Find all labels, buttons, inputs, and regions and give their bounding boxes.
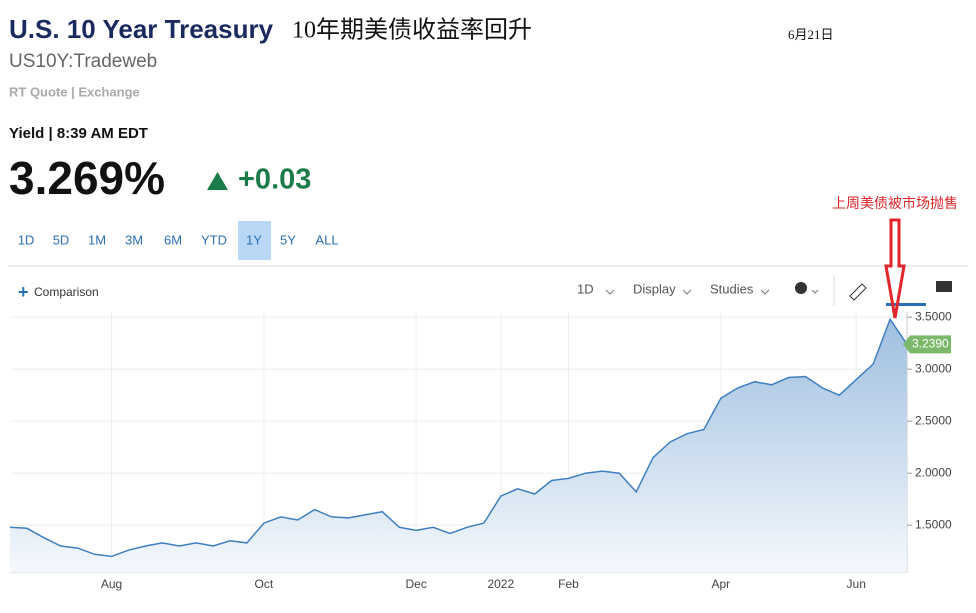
- comment-icon[interactable]: [936, 281, 952, 292]
- x-tick-label: Aug: [101, 577, 122, 591]
- range-button[interactable]: 5D: [53, 232, 70, 247]
- date: 6月21日: [788, 27, 834, 42]
- quote-time: Yield | 8:39 AM EDT: [9, 125, 148, 142]
- y-tick-label: 2.0000: [915, 465, 952, 479]
- chart: 1.5000 2.0000 2.5000 3.0000 3.5000 Aug Oct Dec 2…: [9, 309, 952, 591]
- display[interactable]: Display: [633, 281, 676, 296]
- comparison[interactable]: Comparison: [34, 285, 99, 299]
- range-button[interactable]: 5Y: [280, 232, 296, 247]
- source: RT Quote | Exchange: [9, 84, 140, 99]
- annotation-arrow: [884, 218, 906, 319]
- x-tick-label: Feb: [558, 577, 579, 591]
- range-button[interactable]: 1M: [88, 232, 106, 247]
- plus-icon: +: [18, 282, 29, 302]
- range-button[interactable]: 1D: [18, 232, 35, 247]
- price-tag: [903, 335, 951, 354]
- settings-icon[interactable]: [795, 282, 807, 294]
- line: [9, 317, 908, 558]
- x-tick-label: Oct: [255, 577, 274, 591]
- annotation: 上周美债被市场抛售: [832, 195, 958, 212]
- x-tick-label: Apr: [711, 577, 730, 591]
- x-tick-label: Jun: [847, 577, 866, 591]
- y-tick-label: 3.0000: [915, 361, 952, 375]
- up-arrow: [207, 172, 228, 190]
- y-tick-label: 1.5000: [915, 517, 952, 531]
- price-tag-label: 3.2390: [912, 337, 949, 351]
- y-tick-label: 2.5000: [915, 413, 952, 427]
- range-button[interactable]: 3M: [125, 232, 143, 247]
- headline: 10年期美债收益率回升: [292, 17, 532, 44]
- x-tick-label: Dec: [406, 577, 427, 591]
- change: +0.03: [238, 164, 311, 196]
- studies[interactable]: Studies: [710, 281, 754, 296]
- active-tool: [886, 303, 926, 306]
- chevrons: [605, 289, 819, 295]
- y-tick-label: 3.5000: [915, 309, 952, 323]
- range-button[interactable]: ALL: [315, 232, 338, 247]
- draw-icon[interactable]: [849, 283, 867, 301]
- title: U.S. 10 Year Treasury: [9, 14, 274, 44]
- range-button[interactable]: 1Y: [246, 232, 262, 247]
- symbol: US10Y:Tradeweb: [9, 51, 157, 72]
- price: 3.269%: [9, 152, 165, 204]
- interval[interactable]: 1D: [577, 281, 594, 296]
- x-tick-label: 2022: [487, 577, 514, 591]
- area: [10, 319, 907, 572]
- range-active: [238, 221, 271, 260]
- range-button[interactable]: YTD: [201, 232, 227, 247]
- range-button[interactable]: 6M: [164, 232, 182, 247]
